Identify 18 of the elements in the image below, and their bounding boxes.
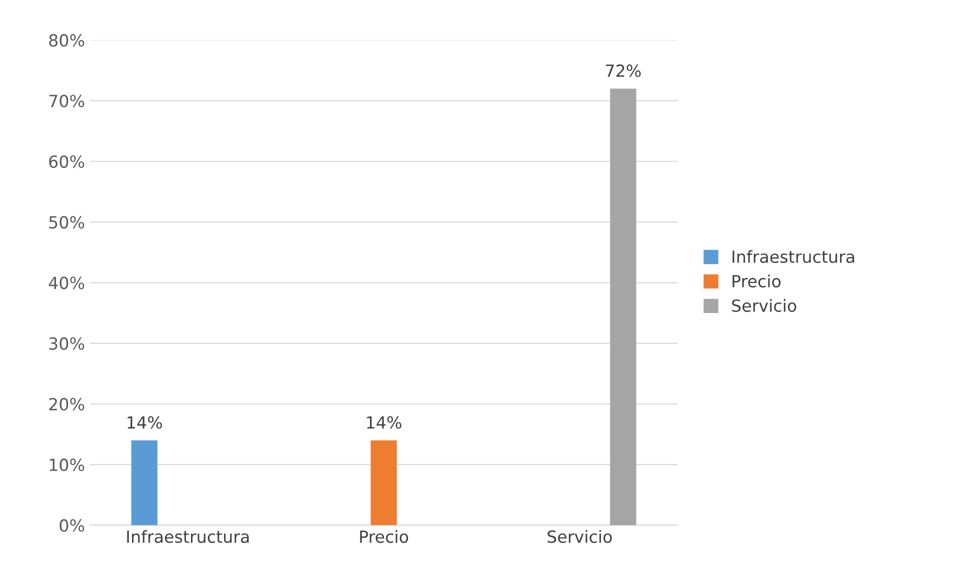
x-tick-label: Infraestructura <box>127 530 249 543</box>
legend-label: Precio <box>732 274 781 288</box>
y-tick-label: 70% <box>49 94 84 108</box>
y-tick-label: 10% <box>50 458 84 472</box>
text: 14% <box>367 416 402 429</box>
y-tick-label: 50% <box>49 216 84 229</box>
y-tick-label: 0% <box>60 519 84 532</box>
legend-label: Servicio <box>732 299 796 312</box>
text: 72% <box>606 64 641 78</box>
y-tick-label: 30% <box>49 337 84 350</box>
y-tick-label: 80% <box>49 34 84 47</box>
y-tick-label: 40% <box>48 276 84 290</box>
legend-label: Infraestructura <box>732 250 854 264</box>
y-tick-label: 20% <box>49 398 84 411</box>
text: 14% <box>128 416 162 429</box>
x-tick-label: Precio <box>360 530 408 543</box>
y-tick-label: 60% <box>49 155 84 168</box>
x-tick-label: Servicio <box>548 530 612 543</box>
